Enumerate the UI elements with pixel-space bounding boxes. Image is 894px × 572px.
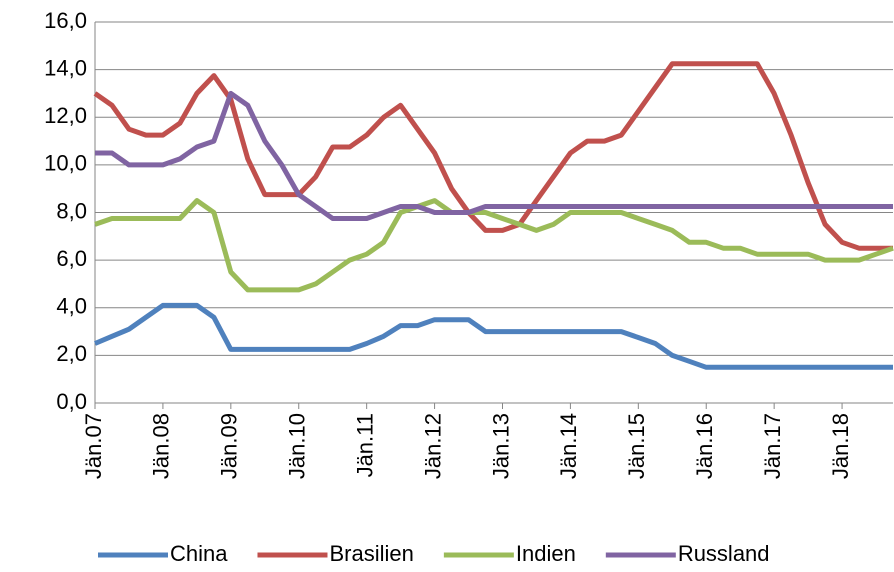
legend-label: Russland [678, 541, 770, 566]
x-tick-label: Jän.11 [352, 413, 377, 477]
x-tick-label: Jän.13 [488, 413, 513, 479]
legend-label: China [170, 541, 228, 566]
x-tick-label: Jän.18 [828, 413, 853, 479]
y-tick-label: 14,0 [44, 55, 87, 80]
x-tick-label: Jän.14 [556, 413, 581, 479]
legend: China Brasilien Indien Russland [98, 541, 770, 566]
y-tick-label: 16,0 [44, 8, 87, 33]
y-tick-label: 4,0 [56, 294, 87, 319]
x-tick-label: Jän.09 [217, 413, 242, 479]
x-tick-label: Jän.12 [420, 413, 445, 479]
y-tick-label: 2,0 [56, 341, 87, 366]
legend-label: Brasilien [329, 541, 413, 566]
x-tick-label: Jän.15 [624, 413, 649, 479]
x-tick-label: Jän.07 [81, 413, 106, 479]
legend-label: Indien [516, 541, 576, 566]
y-tick-label: 6,0 [56, 246, 87, 271]
series-line [95, 90, 893, 221]
x-tick-label: Jän.08 [149, 413, 174, 479]
series-line [94, 302, 893, 370]
x-tick-label: Jän.17 [760, 413, 785, 479]
x-tick-label: Jän.16 [692, 413, 717, 479]
y-tick-label: 8,0 [56, 198, 87, 223]
series-line [94, 198, 894, 293]
y-tick-label: 10,0 [44, 151, 87, 176]
y-tick-label: 12,0 [44, 103, 87, 128]
x-tick-label: Jän.10 [285, 413, 310, 479]
y-tick-label: 0,0 [56, 389, 87, 414]
